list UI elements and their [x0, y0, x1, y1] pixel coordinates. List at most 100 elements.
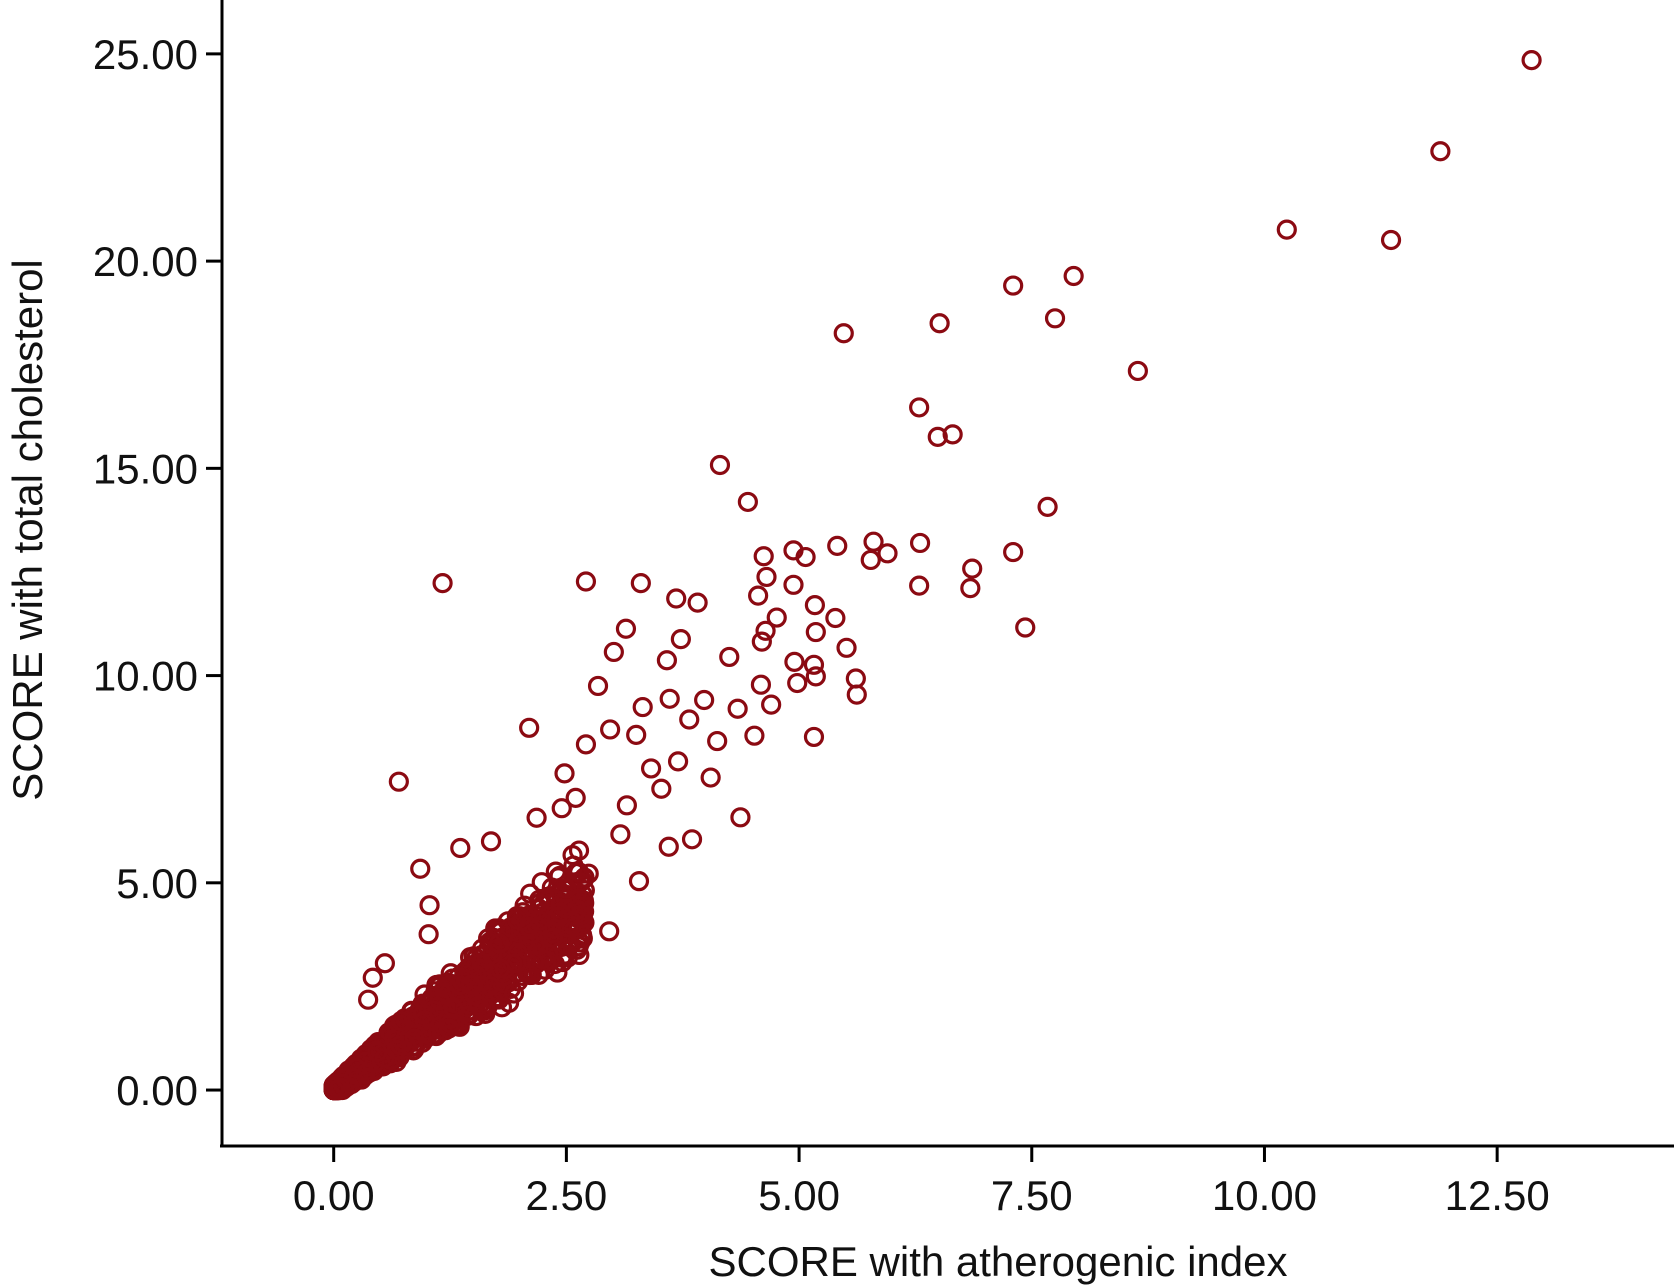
data-point [640, 758, 662, 779]
data-point [570, 905, 591, 926]
data-point [836, 637, 857, 658]
data-point [670, 629, 691, 650]
data-point [751, 631, 772, 652]
data-point [761, 694, 782, 715]
data-point [345, 1057, 366, 1079]
data-point [833, 323, 854, 344]
x-axis-title: SCORE with atherogenic index [709, 1238, 1288, 1285]
data-point [603, 641, 624, 663]
data-point [1003, 275, 1024, 296]
data-point [480, 831, 502, 852]
data-point [419, 895, 440, 916]
data-point [658, 836, 679, 857]
data-point [803, 726, 825, 748]
data-point [960, 578, 981, 599]
data-point [656, 650, 678, 671]
data-point [374, 953, 395, 974]
data-point [927, 426, 948, 447]
data-point [1003, 541, 1024, 563]
data-point [1037, 496, 1058, 517]
data-point [753, 546, 774, 567]
data-point [628, 871, 650, 892]
data-point [755, 620, 776, 641]
data-point [827, 535, 848, 556]
data-point [481, 933, 503, 955]
data-point [479, 975, 501, 997]
data-point [863, 531, 884, 552]
data-point [491, 997, 513, 1018]
data-point [531, 872, 552, 893]
data-point [429, 990, 450, 1011]
data-point [519, 964, 540, 986]
data-point [414, 1010, 435, 1031]
data-point [860, 549, 881, 571]
x-tick-label: 0.00 [293, 1172, 375, 1219]
data-point [632, 696, 653, 718]
data-point [503, 983, 525, 1004]
data-point [544, 918, 565, 939]
data-point [825, 607, 846, 629]
data-point [569, 932, 591, 953]
data-point [909, 575, 930, 596]
data-point [410, 858, 431, 879]
data-point [599, 921, 620, 942]
data-point [328, 1079, 349, 1100]
data-point [730, 807, 751, 828]
data-point [517, 939, 538, 961]
data-point [787, 672, 808, 694]
data-point [568, 918, 589, 940]
data-point [555, 889, 576, 910]
y-tick-label: 10.00 [93, 653, 198, 700]
data-point [616, 795, 637, 816]
data-point [569, 862, 590, 883]
data-point [507, 942, 528, 963]
x-tick-label: 7.50 [991, 1172, 1073, 1219]
data-point [386, 1039, 407, 1060]
data-point [489, 933, 510, 954]
data-point [744, 725, 765, 746]
data-point [390, 1010, 412, 1032]
data-point [575, 571, 597, 592]
data-point [520, 883, 541, 904]
data-points [323, 49, 1542, 1101]
data-point [803, 654, 825, 675]
data-point [681, 829, 703, 850]
data-point [1276, 219, 1297, 240]
data-point [659, 688, 680, 709]
y-tick-label: 5.00 [116, 860, 198, 907]
data-point [805, 621, 826, 643]
data-point [679, 709, 700, 730]
data-point [468, 995, 489, 1016]
data-point [404, 1028, 425, 1049]
data-point [464, 985, 485, 1006]
data-point [489, 958, 511, 979]
data-point [1430, 141, 1451, 162]
data-point [547, 906, 568, 927]
data-point [500, 917, 521, 938]
data-point [626, 724, 647, 745]
data-point [367, 1041, 388, 1063]
data-point [1044, 308, 1066, 329]
data-point [362, 967, 383, 988]
data-point [707, 730, 728, 752]
data-point [449, 975, 470, 996]
data-point [358, 989, 379, 1010]
data-point [538, 943, 559, 964]
y-axis-ticks: 0.00 5.00 10.00 15.00 20.00 25.00 [93, 31, 222, 1114]
data-point [600, 719, 621, 740]
data-point [575, 734, 597, 755]
data-point [587, 675, 609, 697]
data-point [909, 532, 931, 554]
data-point [418, 924, 439, 945]
data-point [551, 798, 572, 819]
data-point [526, 807, 547, 828]
data-point [942, 424, 963, 445]
data-point [719, 646, 740, 668]
data-point [630, 573, 651, 594]
data-point [610, 824, 631, 845]
data-point [783, 574, 804, 595]
data-point [460, 974, 482, 996]
data-point [438, 1018, 459, 1039]
x-tick-label: 12.50 [1445, 1172, 1550, 1219]
data-point [519, 916, 540, 937]
